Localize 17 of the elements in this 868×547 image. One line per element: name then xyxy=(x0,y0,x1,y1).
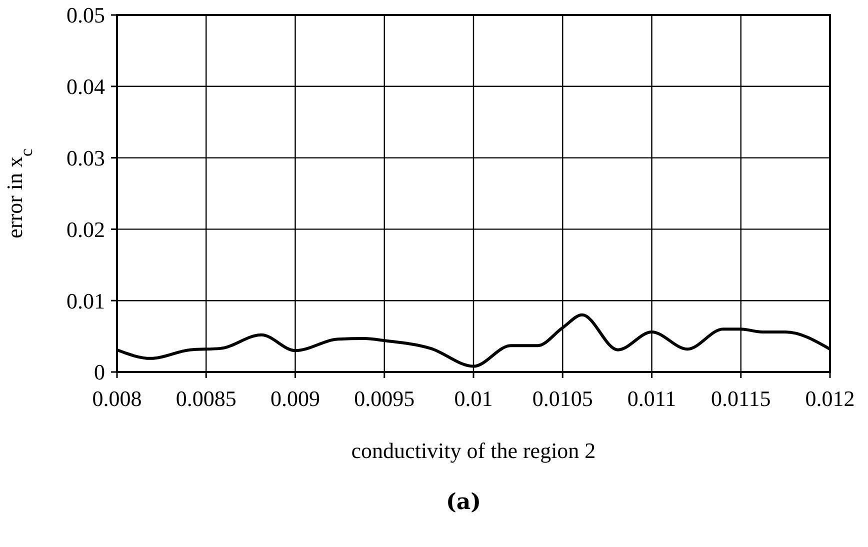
x-tick-label: 0.011 xyxy=(627,386,676,411)
x-tick-label: 0.0115 xyxy=(711,386,771,411)
x-tick-label: 0.0085 xyxy=(176,386,236,411)
y-tick-label: 0 xyxy=(94,360,105,385)
y-tick-label: 0.02 xyxy=(66,216,105,242)
x-tick-label: 0.012 xyxy=(805,386,855,411)
y-tick-label: 0.05 xyxy=(66,2,105,28)
y-tick-label: 0.01 xyxy=(66,288,105,314)
y-tick-label: 0.03 xyxy=(66,146,105,170)
y-tick-label: 0.04 xyxy=(66,74,105,100)
x-tick-label: 0.008 xyxy=(92,386,142,411)
text: (a) xyxy=(446,489,482,515)
x-tick-label: 0.009 xyxy=(270,386,320,411)
x-tick-label: 0.01 xyxy=(454,386,493,411)
x-tick-label: 0.0105 xyxy=(532,386,593,411)
x-tick-label: 0.0095 xyxy=(354,386,415,411)
x-axis-title: conductivity of the region 2 xyxy=(351,438,596,463)
